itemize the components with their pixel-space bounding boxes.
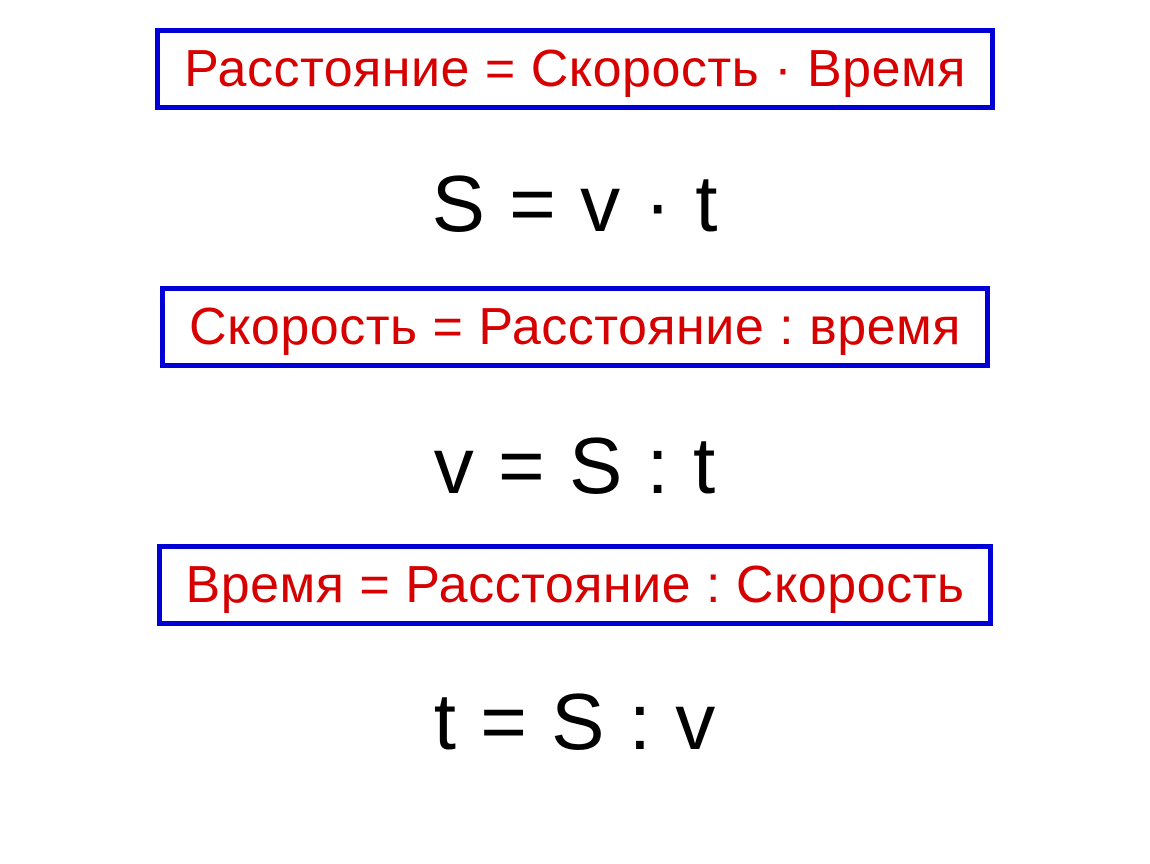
time-symbolic-formula-row: t = S : v: [0, 676, 1150, 768]
time-word-formula-box: Время = Расстояние : Скорость: [157, 544, 994, 626]
speed-symbolic-formula: v = S : t: [434, 420, 716, 512]
distance-symbolic-formula-row: S = v · t: [0, 158, 1150, 250]
speed-word-formula: Скорость = Расстояние : время: [189, 297, 961, 357]
time-symbolic-formula: t = S : v: [434, 676, 716, 768]
speed-word-formula-row: Скорость = Расстояние : время: [0, 286, 1150, 368]
time-word-formula-row: Время = Расстояние : Скорость: [0, 544, 1150, 626]
distance-word-formula-box: Расстояние = Скорость · Время: [155, 28, 995, 110]
speed-symbolic-formula-row: v = S : t: [0, 420, 1150, 512]
distance-word-formula-row: Расстояние = Скорость · Время: [0, 28, 1150, 110]
distance-word-formula: Расстояние = Скорость · Время: [184, 39, 966, 99]
speed-word-formula-box: Скорость = Расстояние : время: [160, 286, 990, 368]
time-word-formula: Время = Расстояние : Скорость: [186, 555, 965, 615]
distance-symbolic-formula: S = v · t: [432, 158, 719, 250]
